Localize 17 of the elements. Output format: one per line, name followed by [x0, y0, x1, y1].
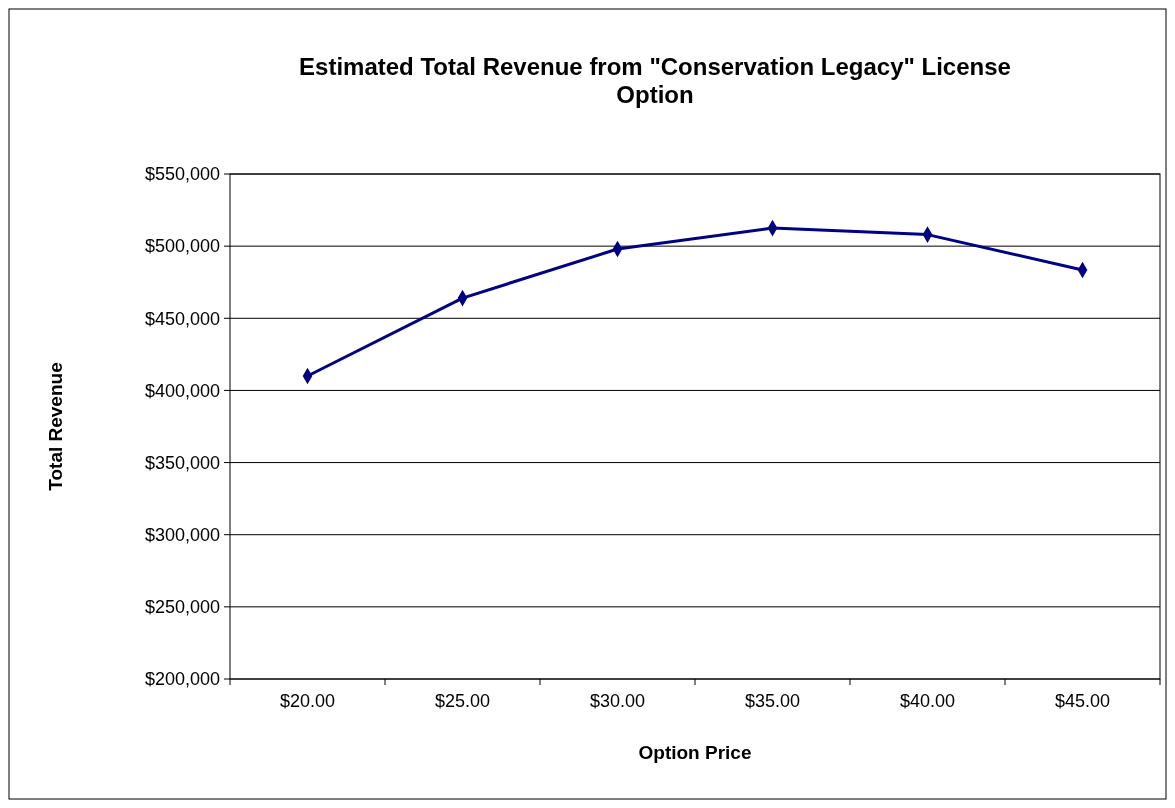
y-tick-label: $350,000 — [144, 452, 220, 473]
y-tick-label: $550,000 — [144, 164, 220, 185]
x-tick-label: $30.00 — [589, 691, 646, 711]
y-tick-label: $400,000 — [144, 380, 220, 401]
y-tick-label: $250,000 — [144, 597, 220, 618]
y-axis-title: Total Revenue — [45, 362, 66, 491]
x-axis-title: Option Price — [638, 742, 752, 763]
y-tick-label: $500,000 — [144, 236, 220, 257]
x-tick-label: $20.00 — [279, 691, 336, 711]
x-tick-label: $35.00 — [744, 691, 801, 711]
x-tick-label: $25.00 — [434, 691, 491, 711]
chart-title: Estimated Total Revenue from "Conservation Legacy" License Option — [299, 53, 1011, 108]
y-tick-label: $450,000 — [144, 308, 220, 329]
x-tick-label: $40.00 — [899, 691, 956, 711]
y-tick-label: $300,000 — [144, 525, 220, 546]
x-tick-label: $45.00 — [1054, 691, 1111, 711]
y-tick-label: $200,000 — [144, 669, 220, 690]
